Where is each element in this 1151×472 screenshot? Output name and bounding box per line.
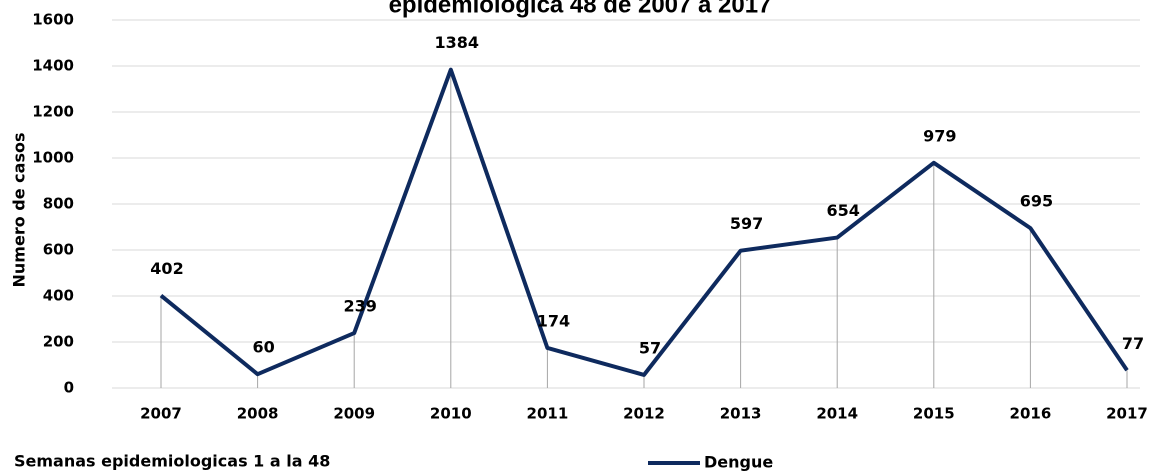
x-tick-label: 2014 (816, 405, 858, 423)
x-tick-label: 2012 (623, 405, 665, 423)
data-label: 239 (343, 297, 376, 316)
data-label: 402 (150, 259, 183, 278)
x-tick-label: 2015 (913, 405, 955, 423)
data-label: 60 (252, 338, 274, 357)
data-label: 979 (923, 126, 956, 145)
chart-title: epidemiologica 48 de 2007 a 2017 (389, 0, 772, 18)
x-tick-label: 2007 (140, 405, 182, 423)
y-tick-label: 400 (43, 287, 74, 305)
y-tick-label: 800 (43, 195, 74, 213)
y-tick-label: 0 (64, 379, 74, 397)
y-tick-label: 600 (43, 241, 74, 259)
data-label: 695 (1020, 192, 1053, 211)
x-tick-label: 2016 (1010, 405, 1052, 423)
data-label: 1384 (435, 33, 480, 52)
y-tick-label: 1000 (32, 149, 74, 167)
y-tick-label: 1200 (32, 103, 74, 121)
y-tick-label: 200 (43, 333, 74, 351)
x-tick-label: 2009 (333, 405, 375, 423)
x-tick-label: 2013 (720, 405, 762, 423)
x-tick-label: 2011 (527, 405, 569, 423)
data-label: 597 (730, 214, 763, 233)
x-tick-label: 2017 (1106, 405, 1148, 423)
data-label: 57 (639, 338, 661, 357)
y-tick-label: 1600 (32, 11, 74, 29)
y-axis-label: Numero de casos (10, 133, 29, 288)
x-axis-label: Semanas epidemiologicas 1 a la 48 (14, 452, 330, 471)
y-tick-label: 1400 (32, 57, 74, 75)
data-label: 77 (1122, 334, 1144, 353)
x-tick-label: 2010 (430, 405, 472, 423)
legend-label: Dengue (704, 453, 773, 472)
x-tick-label: 2008 (237, 405, 279, 423)
series-line (159, 67, 1129, 377)
data-label: 174 (537, 311, 570, 330)
data-label: 654 (826, 201, 859, 220)
